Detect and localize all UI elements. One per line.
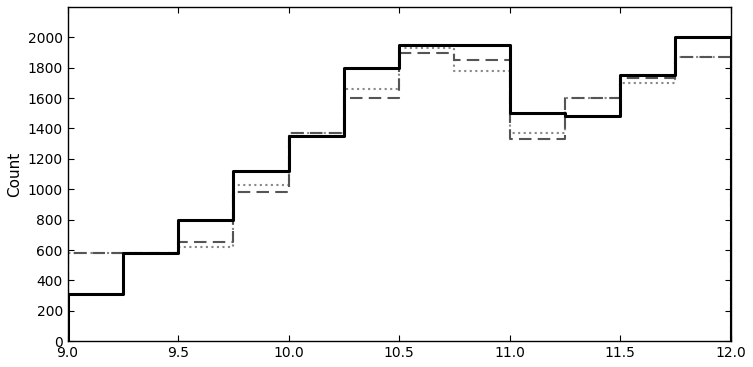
Y-axis label: Count: Count [7,152,22,197]
